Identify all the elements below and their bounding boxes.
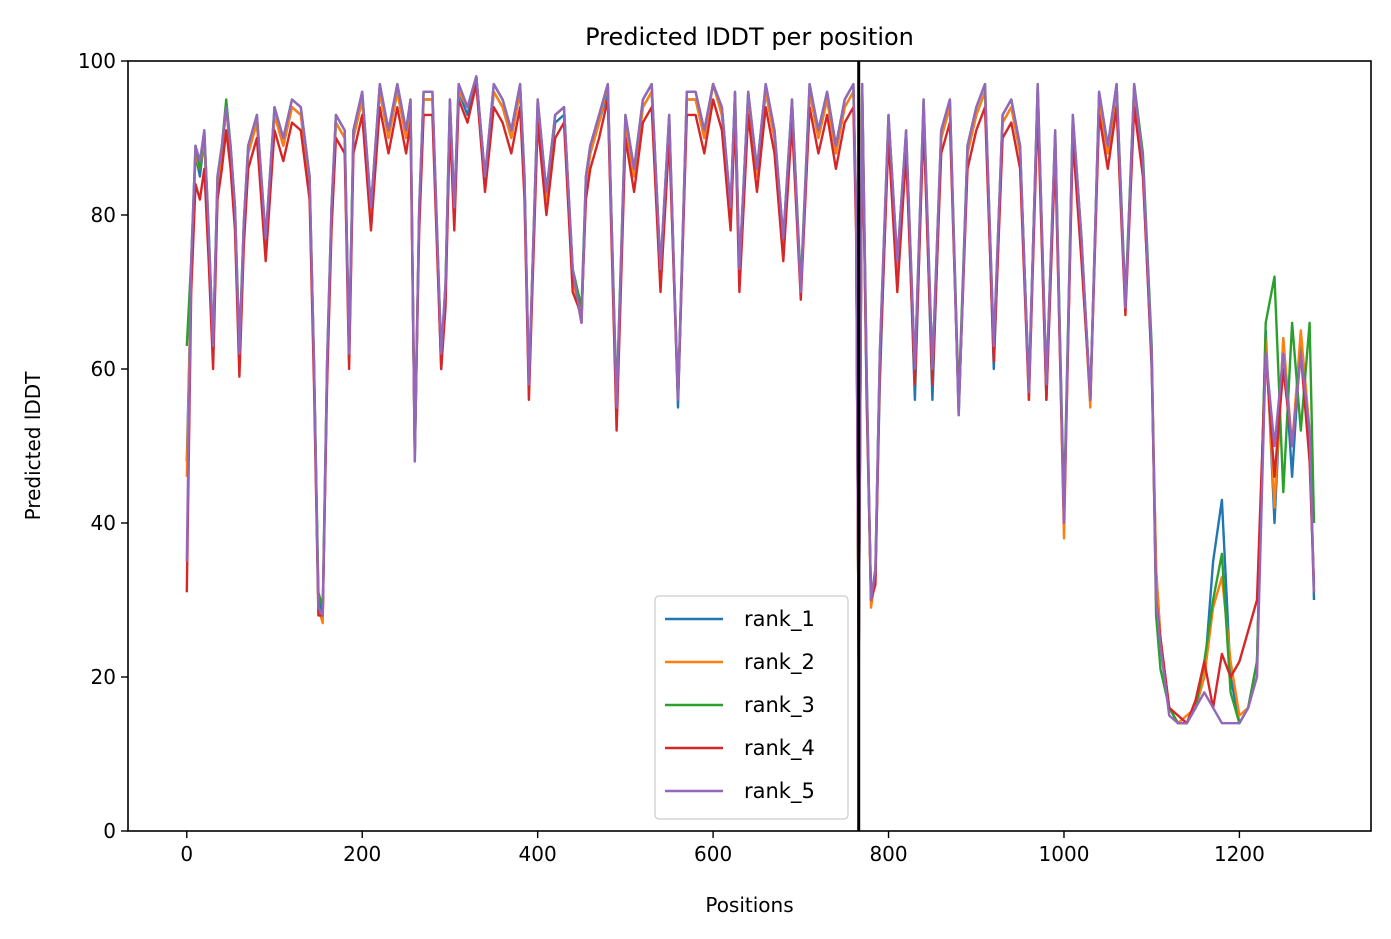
x-axis-ticks: 0 200 400 600 800 1000 1200 [180,831,1265,866]
y-tick-label: 40 [91,511,116,535]
y-axis-ticks: 0 20 40 60 80 100 [78,49,128,843]
y-axis-label: Predicted lDDT [21,371,45,521]
y-tick-label: 60 [91,357,116,381]
x-axis-label: Positions [705,893,793,917]
legend: rank_1 rank_2 rank_3 rank_4 rank_5 [654,595,849,820]
x-tick-label: 1000 [1039,842,1090,866]
x-tick-label: 800 [869,842,907,866]
x-tick-label: 400 [519,842,557,866]
legend-label-rank_3: rank_3 [744,693,815,718]
x-tick-label: 1200 [1214,842,1265,866]
y-tick-label: 20 [91,665,116,689]
y-tick-label: 80 [91,203,116,227]
plot-frame [127,60,1372,832]
series-line-rank_5 [185,75,1316,725]
x-tick-label: 600 [694,842,732,866]
legend-label-rank_1: rank_1 [744,607,815,632]
chart-title: Predicted lDDT per position [585,23,914,51]
legend-box [654,595,849,820]
series-layer [185,75,1316,725]
y-tick-label: 100 [78,49,116,73]
legend-label-rank_2: rank_2 [744,650,815,675]
y-tick-label: 0 [103,819,116,843]
legend-label-rank_4: rank_4 [744,736,815,761]
x-tick-label: 200 [343,842,381,866]
x-tick-label: 0 [180,842,193,866]
legend-label-rank_5: rank_5 [744,779,815,804]
